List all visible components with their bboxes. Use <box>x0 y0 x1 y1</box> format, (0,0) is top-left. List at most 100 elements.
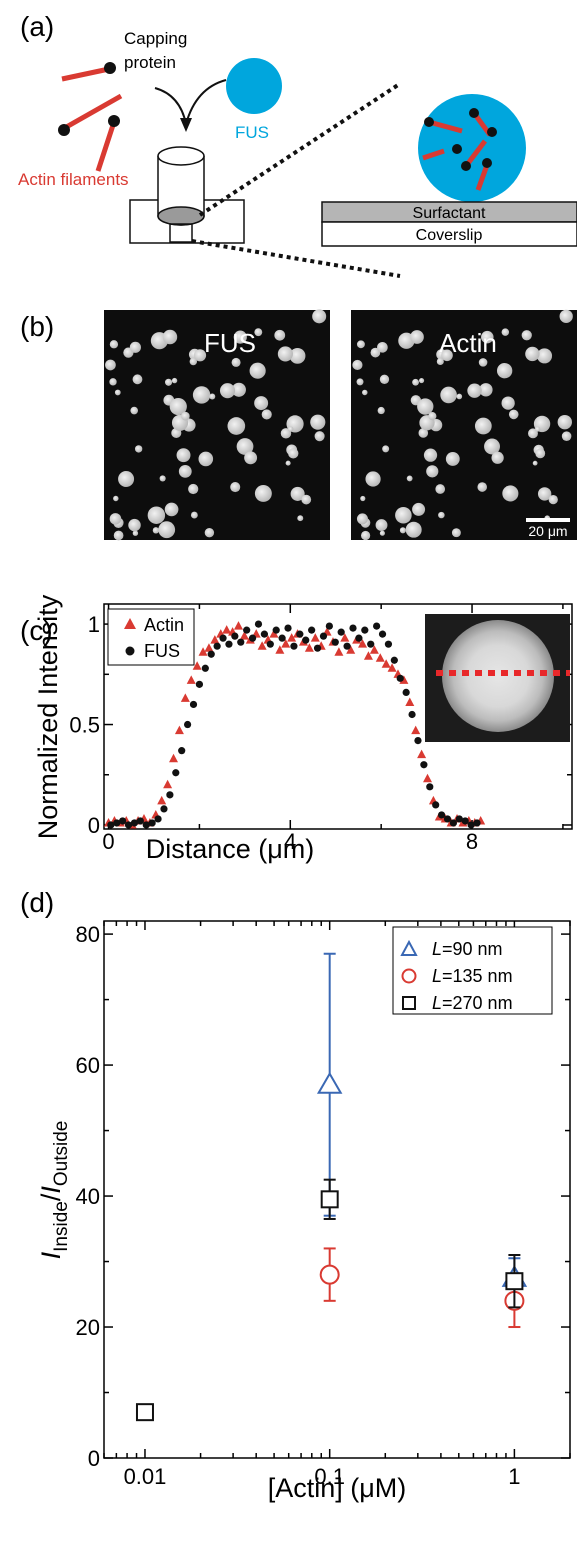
fus-point <box>107 821 115 829</box>
micrograph-droplet <box>521 330 532 341</box>
micrograph-droplet <box>171 377 178 384</box>
arrow-from-fus <box>185 79 227 125</box>
fus-point <box>225 640 233 648</box>
micrograph-droplet <box>441 349 453 362</box>
micrograph-droplet <box>231 382 246 397</box>
x-axis-title-d: [Actin] (μM) <box>268 1473 407 1503</box>
fus-point <box>349 624 357 632</box>
micrograph-droplet <box>290 486 305 501</box>
actin-point <box>281 639 291 648</box>
micrograph-droplet <box>277 346 293 362</box>
fus-point <box>432 801 440 809</box>
micrograph-droplet <box>204 528 215 538</box>
micrograph-droplet <box>129 341 141 353</box>
fus-point <box>278 634 286 642</box>
micrograph-droplet <box>249 362 266 379</box>
micrograph-droplet <box>535 448 546 459</box>
fus-point <box>231 632 239 640</box>
point-square <box>505 1272 524 1291</box>
micrograph-droplet <box>254 328 263 337</box>
micrograph-droplet <box>528 428 538 439</box>
zoomed-cap-4 <box>461 161 471 171</box>
fus-point <box>396 674 404 682</box>
fus-point <box>302 636 310 644</box>
zoomed-cap-3 <box>452 144 462 154</box>
micrograph-droplet <box>399 527 406 534</box>
y-tick-label-d: 80 <box>76 922 100 947</box>
chart-d-marks <box>135 952 528 1422</box>
legend-box-c <box>107 608 195 666</box>
actin-micrograph-title: Actin <box>439 328 497 358</box>
fus-point <box>254 620 263 628</box>
y-tick-label-d: 20 <box>76 1315 100 1340</box>
actin-point <box>180 693 190 702</box>
micrograph-droplet <box>419 378 425 384</box>
micrograph-droplet <box>176 448 191 463</box>
micrograph-droplet <box>164 502 179 517</box>
micrograph-droplet <box>314 431 325 442</box>
y-tick-label-c: 1 <box>88 612 100 637</box>
micrograph-droplet <box>285 460 291 466</box>
micrograph-droplet <box>193 349 207 362</box>
micrograph-droplet <box>230 482 241 493</box>
micrograph-droplet <box>479 383 493 397</box>
micrograph-droplet <box>162 329 178 345</box>
scale-bar <box>526 518 570 522</box>
micrograph-droplet <box>375 519 388 532</box>
actin-point <box>375 653 385 662</box>
actin-filament-3 <box>95 121 117 172</box>
micrograph-droplet <box>178 464 192 478</box>
point-circle <box>319 1264 340 1285</box>
actin-point <box>257 641 267 650</box>
y-tick-label-c: 0 <box>88 813 100 838</box>
legend-l270-rest: =270 nm <box>442 993 513 1013</box>
actin-point <box>222 625 232 634</box>
panel-d-label: (d) <box>20 887 54 918</box>
actin-point <box>239 631 249 640</box>
micrograph-droplet <box>113 495 119 502</box>
micrograph-droplet <box>189 357 198 366</box>
micrograph-droplet <box>209 393 216 400</box>
micrograph-droplet <box>379 374 390 384</box>
micrograph-droplet <box>192 386 211 404</box>
actin-point <box>192 661 202 670</box>
fus-point <box>178 747 186 755</box>
micrograph-droplet <box>536 348 553 364</box>
legend-box-d <box>392 926 553 1015</box>
capping-protein-dot-2 <box>58 124 70 136</box>
actin-point <box>417 749 427 759</box>
fus-point <box>124 821 133 829</box>
actin-point <box>411 725 421 735</box>
axis-ticks-d: 0.01 0.1 1 0 20 40 60 80 <box>76 921 571 1489</box>
fus-point <box>113 819 121 827</box>
fus-point <box>455 815 463 823</box>
fus-point <box>272 626 280 634</box>
point-triangle <box>316 1071 343 1094</box>
scale-bar-label: 20 μm <box>528 523 567 539</box>
actin-point <box>304 643 314 652</box>
actin-filaments-label: Actin filaments <box>18 170 129 189</box>
coverslip-layer <box>321 221 577 247</box>
fus-label: FUS <box>235 123 269 142</box>
fus-point <box>402 688 410 696</box>
micrograph-droplet <box>113 530 124 541</box>
micrograph-droplet <box>312 309 327 324</box>
actin-point <box>399 675 409 684</box>
fus-point <box>437 811 446 819</box>
micrograph-droplet <box>501 328 510 336</box>
fus-point <box>260 630 268 638</box>
micrograph-droplet <box>445 451 460 466</box>
micrograph-droplet <box>289 347 306 364</box>
fus-point <box>290 642 298 650</box>
micrograph-droplet <box>360 495 366 502</box>
actin-point <box>204 643 214 652</box>
fus-droplet <box>226 58 282 114</box>
legend-marker-actin <box>124 618 136 629</box>
zoomed-cap-1 <box>424 117 434 127</box>
fus-point <box>467 821 475 829</box>
series-d-1 <box>319 1247 525 1329</box>
y-title-i1: I <box>36 1251 66 1259</box>
micrograph-droplet <box>188 483 199 495</box>
x-tick-label-c: 4 <box>284 829 296 854</box>
micrograph-droplet <box>478 358 488 367</box>
